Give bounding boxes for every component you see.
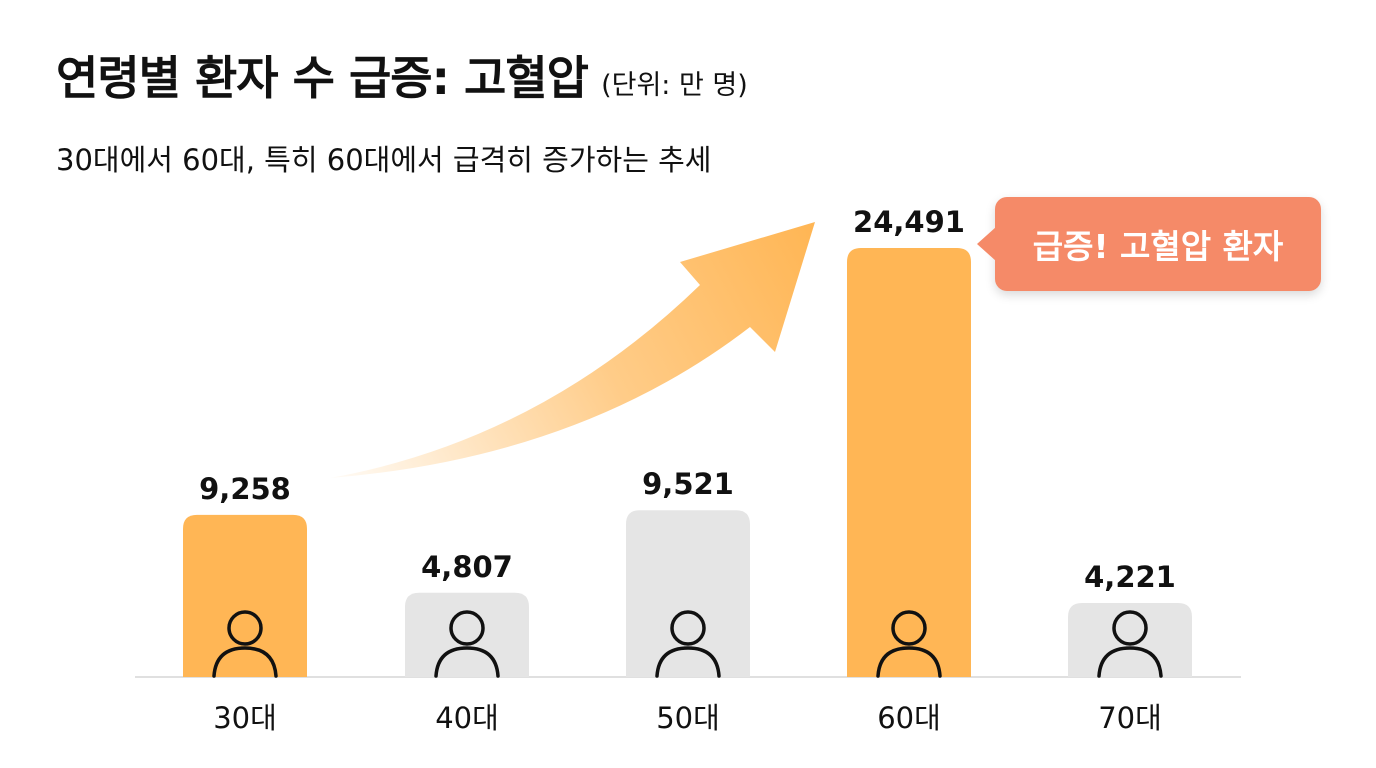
value-label: 9,521 — [642, 467, 734, 501]
person-icon — [1097, 610, 1163, 678]
category-label: 50대 — [656, 701, 720, 735]
value-label: 4,807 — [421, 550, 513, 584]
bar-70대 — [1068, 603, 1192, 677]
value-label: 9,258 — [199, 472, 291, 506]
bar-60대 — [847, 248, 971, 677]
chart-title: 연령별 환자 수 급증: 고혈압 — [56, 51, 589, 105]
category-label: 60대 — [877, 701, 941, 735]
value-label: 24,491 — [853, 205, 965, 239]
trend-arrow — [330, 222, 815, 478]
person-icon — [212, 610, 278, 678]
person-icon — [655, 610, 721, 678]
bar-50대 — [626, 510, 750, 677]
bar-30대 — [183, 514, 307, 677]
person-icon — [434, 610, 500, 678]
value-label: 4,221 — [1084, 560, 1176, 594]
unit-label: (단위: 만 명) — [601, 70, 748, 101]
bar-40대 — [405, 592, 529, 677]
chart-subtitle: 30대에서 60대, 특히 60대에서 급격히 증가하는 추세 — [56, 143, 712, 177]
category-label: 30대 — [213, 701, 277, 735]
category-label: 40대 — [435, 701, 499, 735]
chart-title-row: 연령별 환자 수 급증: 고혈압 (단위: 만 명) — [56, 42, 748, 108]
person-icon — [876, 610, 942, 678]
category-label: 70대 — [1098, 701, 1162, 735]
surge-callout: 급증! 고혈압 환자 — [977, 197, 1321, 291]
